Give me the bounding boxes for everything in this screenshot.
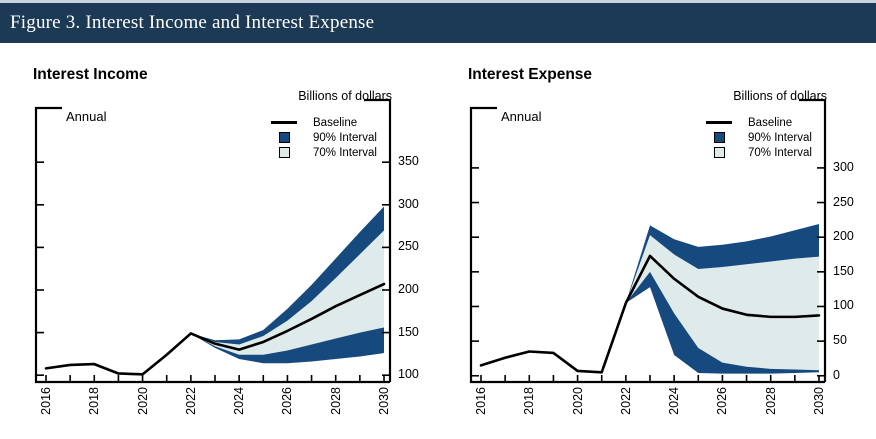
y-tick-label: 300 <box>398 196 419 211</box>
x-tick-label: 2028 <box>763 387 778 415</box>
x-tick-label: 2028 <box>328 387 343 415</box>
y-tick-label: 150 <box>398 324 419 339</box>
x-tick-label: 2018 <box>87 387 102 415</box>
x-tick-label: 2030 <box>812 387 826 415</box>
y-tick-label: 250 <box>398 239 419 254</box>
x-tick-label: 2026 <box>715 387 730 415</box>
legend: Baseline 90% Interval 70% Interval <box>702 115 832 160</box>
frequency-label: Annual <box>501 109 542 124</box>
figure-header: Figure 3. Interest Income and Interest E… <box>0 3 876 43</box>
y-tick-label: 50 <box>833 333 847 348</box>
legend-label-70-interval: 70% Interval <box>748 146 812 159</box>
x-tick-label: 2022 <box>183 387 198 415</box>
x-tick-label: 2024 <box>232 387 247 415</box>
axis-frame <box>364 98 392 382</box>
90-interval-swatch <box>713 132 725 143</box>
legend-row-baseline: Baseline <box>702 115 832 130</box>
70-interval-swatch <box>713 147 725 158</box>
legend-swatch-cell <box>267 121 301 124</box>
legend-row-baseline: Baseline <box>267 115 397 130</box>
legend-label-90-interval: 90% Interval <box>748 131 812 144</box>
legend: Baseline 90% Interval 70% Interval <box>267 115 397 160</box>
axis-frame <box>799 98 827 382</box>
unit-label: Billions of dollars <box>733 89 827 103</box>
legend-label-90-interval: 90% Interval <box>313 131 377 144</box>
frequency-label: Annual <box>66 109 107 124</box>
legend-swatch-cell <box>702 147 736 158</box>
legend-row-70-interval: 70% Interval <box>267 145 397 160</box>
x-tick-label: 2024 <box>667 387 682 415</box>
y-tick-label: 200 <box>833 229 854 244</box>
unit-label: Billions of dollars <box>298 89 392 103</box>
legend-row-90-interval: 90% Interval <box>267 130 397 145</box>
y-tick-label: 100 <box>398 367 419 382</box>
legend-label-baseline: Baseline <box>748 116 793 129</box>
x-tick-label: 2016 <box>39 387 53 415</box>
chart-panel-interest-expense: Interest Expense Billions of dollars Annua… <box>445 58 876 439</box>
x-tick-label: 2020 <box>135 387 150 415</box>
y-tick-label: 250 <box>833 194 854 209</box>
baseline-line <box>479 254 821 374</box>
y-tick-label: 150 <box>833 263 854 278</box>
legend-swatch-cell <box>267 147 301 158</box>
legend-label-70-interval: 70% Interval <box>313 146 377 159</box>
x-tick-label: 2020 <box>570 387 585 415</box>
y-tick-label: 0 <box>833 367 840 382</box>
band-70-interval <box>625 235 819 371</box>
chart-panel-interest-income: Interest Income Billions of dollars Annual… <box>10 58 441 439</box>
legend-swatch-cell <box>702 121 736 124</box>
legend-swatch-cell <box>267 132 301 143</box>
plot-interest-expense <box>469 98 827 384</box>
axis-frame <box>34 106 390 384</box>
x-tick-label: 2018 <box>522 387 537 415</box>
x-tick-label: 2022 <box>618 387 633 415</box>
baseline-line-swatch <box>271 121 297 124</box>
legend-label-baseline: Baseline <box>313 116 358 129</box>
legend-swatch-cell <box>702 132 736 143</box>
top-strip <box>0 0 876 3</box>
90-interval-swatch <box>278 132 290 143</box>
70-interval-swatch <box>278 147 290 158</box>
y-tick-label: 200 <box>398 281 419 296</box>
legend-row-70-interval: 70% Interval <box>702 145 832 160</box>
chart-title-interest-expense: Interest Expense <box>468 66 593 83</box>
x-tick-label: 2030 <box>377 387 391 415</box>
baseline-line <box>44 282 386 376</box>
baseline-line-swatch <box>706 121 732 124</box>
x-tick-label: 2016 <box>474 387 488 415</box>
legend-row-90-interval: 90% Interval <box>702 130 832 145</box>
x-tick-label: 2026 <box>280 387 295 415</box>
y-tick-label: 300 <box>833 159 854 174</box>
y-tick-label: 100 <box>833 298 854 313</box>
chart-title-interest-income: Interest Income <box>33 66 148 83</box>
y-tick-label: 350 <box>398 154 419 169</box>
band-70-interval <box>190 230 384 355</box>
axis-frame <box>469 106 825 384</box>
plot-interest-income <box>34 98 392 384</box>
figure-title: Figure 3. Interest Income and Interest E… <box>10 12 375 33</box>
